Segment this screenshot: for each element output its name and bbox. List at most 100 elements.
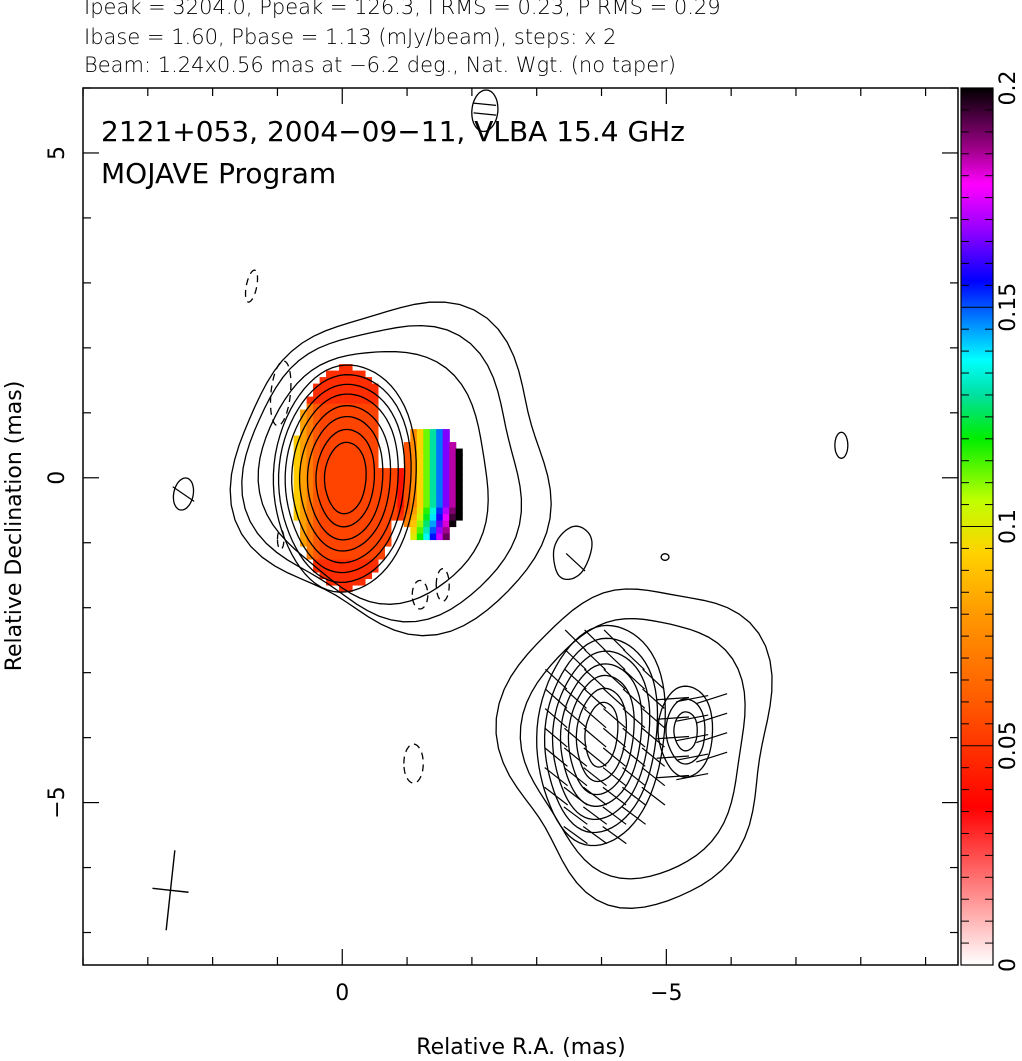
- pol-pixel: [326, 422, 334, 430]
- program-annotation: MOJAVE Program: [101, 157, 336, 190]
- pol-pixel: [326, 552, 334, 560]
- jet-contour: [567, 674, 635, 796]
- header-beam-line: Beam: 1.24x0.56 mas at −6.2 deg., Nat. W…: [84, 53, 676, 77]
- pol-pixel: [332, 383, 340, 391]
- pol-pixel: [436, 526, 444, 534]
- pol-pixel: [358, 578, 366, 586]
- pol-pixel: [319, 468, 327, 476]
- isolated-contour: [471, 89, 499, 133]
- pol-pixel: [326, 416, 334, 424]
- pol-pixel: [306, 532, 314, 541]
- evpa-vector: [696, 712, 728, 724]
- pol-pixel: [306, 500, 314, 508]
- pol-pixel: [351, 416, 360, 424]
- evpa-vector: [622, 649, 645, 671]
- pol-pixel: [371, 442, 379, 450]
- pol-pixel: [455, 513, 463, 521]
- pol-pixel: [403, 494, 411, 502]
- pol-pixel: [416, 513, 424, 521]
- pol-pixel: [416, 481, 424, 489]
- pol-pixel: [358, 487, 366, 495]
- pol-pixel: [358, 403, 366, 411]
- pol-pixel: [332, 455, 340, 463]
- pol-pixel: [339, 500, 347, 508]
- pol-pixel: [313, 539, 321, 547]
- pol-pixel: [319, 481, 327, 489]
- pol-pixel: [436, 507, 444, 515]
- pol-pixel: [332, 468, 340, 476]
- pol-pixel: [403, 461, 411, 469]
- pol-pixel: [358, 565, 366, 573]
- jet-contour: [657, 685, 714, 778]
- pol-pixel: [351, 526, 360, 534]
- pol-pixel: [326, 474, 334, 482]
- core-contour: [306, 415, 384, 541]
- pol-pixel: [390, 481, 398, 489]
- pol-pixel: [339, 448, 347, 456]
- pol-pixel: [442, 455, 450, 463]
- pol-pixel: [313, 396, 321, 404]
- pol-pixel: [449, 500, 457, 508]
- pol-pixel: [345, 545, 353, 554]
- evpa-vector: [473, 102, 497, 106]
- pol-pixel: [403, 448, 411, 456]
- pol-pixel: [364, 526, 373, 534]
- pol-pixel: [449, 442, 457, 450]
- pol-pixel: [442, 526, 450, 534]
- pol-pixel: [371, 545, 379, 554]
- header-peak-line: Ipeak = 3204.0, Ppeak = 126.3, I RMS = 0…: [84, 0, 721, 19]
- pol-pixel: [332, 500, 340, 508]
- pol-pixel: [455, 448, 463, 456]
- evpa-vector: [641, 786, 666, 806]
- pol-pixel: [449, 487, 457, 495]
- pol-pixel: [326, 578, 334, 586]
- jet-contour: [495, 588, 773, 909]
- pol-pixel: [313, 545, 321, 554]
- pol-pixel: [345, 442, 353, 450]
- evpa-vector: [564, 629, 587, 651]
- pol-pixel: [423, 448, 431, 456]
- evpa-vector: [622, 727, 646, 748]
- negative-contour: [435, 568, 450, 602]
- evpa-vector: [172, 486, 195, 502]
- pol-pixel: [332, 565, 340, 573]
- pol-pixel: [345, 552, 353, 560]
- pol-pixel: [429, 481, 437, 489]
- pol-pixel: [410, 442, 418, 450]
- pol-pixel: [377, 520, 385, 528]
- pol-pixel: [416, 520, 424, 528]
- pol-pixel: [300, 513, 308, 521]
- evpa-vector: [564, 727, 588, 748]
- evpa-vector: [564, 668, 587, 690]
- pol-pixel: [313, 390, 321, 398]
- pol-pixel: [423, 435, 431, 443]
- pol-pixel: [319, 545, 327, 554]
- pol-pixel: [384, 481, 392, 489]
- pol-pixel: [319, 565, 327, 573]
- evpa-vector: [641, 747, 666, 767]
- pol-pixel: [345, 539, 353, 547]
- pol-pixel: [339, 474, 347, 482]
- pol-pixel: [390, 468, 398, 476]
- evpa-vector: [676, 695, 709, 703]
- pol-pixel: [436, 494, 444, 502]
- pol-pixel: [306, 461, 314, 469]
- evpa-vector: [582, 826, 608, 845]
- pol-pixel: [332, 532, 340, 541]
- pol-pixel: [300, 520, 308, 528]
- pol-pixel: [351, 558, 360, 567]
- evpa-vector: [563, 747, 588, 767]
- pol-pixel: [455, 474, 463, 482]
- pol-pixel: [339, 455, 347, 463]
- pol-pixel: [397, 487, 405, 495]
- pol-pixel: [436, 435, 444, 443]
- pol-pixel: [332, 448, 340, 456]
- pol-pixel: [319, 526, 327, 534]
- pol-pixel: [351, 429, 360, 437]
- pol-pixel: [351, 435, 360, 443]
- pol-pixel: [345, 526, 353, 534]
- pol-pixel: [306, 507, 314, 515]
- colorbar-ticks: 0 0.05 0.1 0.15 0.2: [961, 71, 1021, 972]
- pol-pixel: [300, 487, 308, 495]
- pol-pixel: [326, 429, 334, 437]
